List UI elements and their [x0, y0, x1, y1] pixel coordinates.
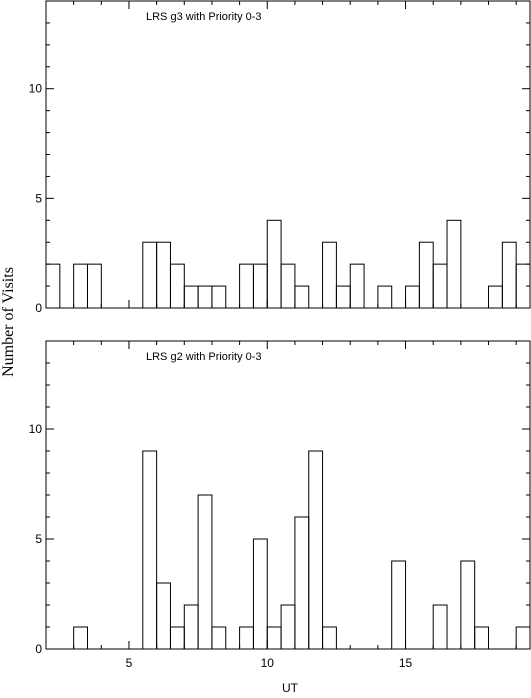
histogram-bar [86, 263, 102, 309]
y-tick-label: 5 [35, 191, 42, 205]
histogram-bar [280, 263, 296, 309]
histogram-bar [446, 219, 462, 309]
histogram-bar [169, 626, 185, 650]
y-tick-label: 0 [35, 642, 42, 656]
histogram-bar [252, 538, 268, 650]
histogram-bar [73, 626, 88, 650]
histogram-bar [322, 626, 337, 650]
histogram-bar [488, 285, 503, 309]
panel-bottom: 0 5 10 5 10 15 LRS g2 with Priority 0-3 [29, 340, 531, 670]
histogram-bar [335, 285, 351, 309]
histogram-bar [211, 626, 227, 650]
histogram-bar [266, 219, 282, 309]
y-tick-label: 10 [29, 82, 43, 96]
histogram-bar [294, 516, 310, 650]
y-tick-label: 0 [35, 301, 42, 315]
panel-title: LRS g2 with Priority 0-3 [146, 351, 262, 363]
histogram-bar [142, 241, 158, 309]
histogram-bar [169, 263, 185, 309]
histogram-bar [515, 263, 531, 309]
histogram-bar [142, 450, 158, 650]
histogram-bar [418, 241, 434, 309]
histogram-bar [474, 626, 490, 650]
histogram-bar [239, 263, 254, 309]
x-axis-label: UT [282, 681, 299, 695]
histogram-bar [294, 285, 310, 309]
y-axis-label: Number of Visits [0, 267, 17, 377]
panel-title: LRS g3 with Priority 0-3 [146, 11, 262, 23]
histogram-bar [515, 626, 531, 650]
histogram-bar [156, 241, 171, 309]
histogram-bar [266, 626, 282, 650]
x-tick-label: 15 [399, 656, 413, 670]
histogram-bar [183, 604, 199, 650]
panel-top: 0 5 10 LRS g3 with Priority 0-3 [29, 0, 531, 315]
y-tick-label: 10 [29, 422, 43, 436]
histogram-bar [349, 263, 365, 309]
histogram-bar [460, 560, 476, 650]
histogram-bar [183, 285, 199, 309]
histogram-bar [432, 263, 448, 309]
histogram-bar [45, 263, 61, 309]
histogram-bar [239, 626, 254, 650]
histogram-bar [197, 494, 213, 650]
histogram-bar [211, 285, 227, 309]
histogram-bar [308, 450, 324, 650]
histogram-bar [391, 560, 407, 650]
histogram-bar [280, 604, 296, 650]
plot-frame [45, 340, 531, 650]
histogram-bar [197, 285, 213, 309]
x-tick-label: 10 [261, 656, 275, 670]
histogram-bar [501, 241, 517, 309]
histogram-bar [322, 241, 337, 309]
histogram-bar [73, 263, 88, 309]
histogram-bar [405, 285, 420, 309]
histogram-bar [377, 285, 393, 309]
histogram-bar [432, 604, 448, 650]
x-tick-label: 5 [126, 656, 133, 670]
y-tick-label: 5 [35, 532, 42, 546]
histogram-bar [252, 263, 268, 309]
plot-frame [45, 0, 531, 309]
histogram-bar [156, 582, 171, 650]
